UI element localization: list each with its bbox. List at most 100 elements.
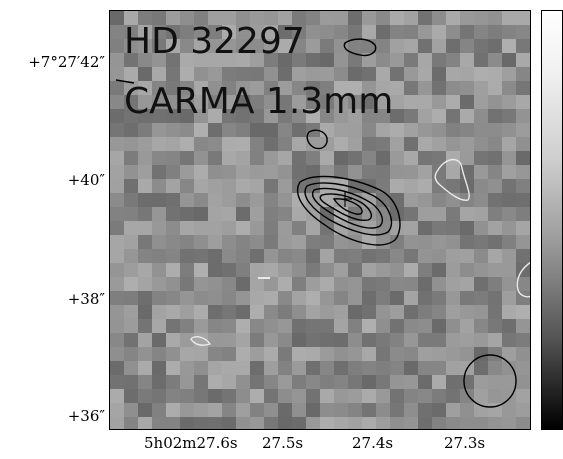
map-pixel	[432, 67, 446, 81]
map-pixel	[264, 221, 278, 235]
map-pixel	[180, 165, 194, 179]
map-pixel	[474, 277, 488, 291]
object-name-label: HD 32297	[124, 21, 305, 62]
map-pixel	[488, 193, 502, 207]
map-pixel	[446, 137, 460, 151]
map-pixel	[376, 67, 390, 81]
map-pixel	[194, 291, 208, 305]
map-pixel	[180, 123, 194, 137]
map-pixel	[334, 95, 348, 109]
map-pixel	[180, 389, 194, 403]
map-pixel	[376, 291, 390, 305]
map-pixel	[516, 305, 530, 319]
map-pixel	[124, 207, 138, 221]
map-pixel	[264, 277, 278, 291]
map-pixel	[334, 165, 348, 179]
map-pixel	[278, 95, 292, 109]
map-pixel	[208, 403, 222, 417]
map-pixel	[208, 291, 222, 305]
map-pixel	[236, 137, 250, 151]
map-pixel	[376, 277, 390, 291]
map-pixel	[460, 221, 474, 235]
map-pixel	[264, 263, 278, 277]
map-pixel	[250, 347, 264, 361]
map-pixel	[362, 333, 376, 347]
map-pixel	[348, 11, 362, 25]
map-pixel	[124, 305, 138, 319]
map-pixel	[376, 375, 390, 389]
map-pixel	[376, 319, 390, 333]
map-pixel	[488, 81, 502, 95]
map-pixel	[306, 291, 320, 305]
map-pixel	[502, 417, 516, 429]
map-pixel	[152, 109, 166, 123]
map-pixel	[446, 389, 460, 403]
map-pixel	[292, 53, 306, 67]
map-pixel	[180, 81, 194, 95]
y-tick-label-2: +40″	[67, 171, 105, 189]
map-pixel	[250, 389, 264, 403]
map-pixel	[194, 319, 208, 333]
map-pixel	[320, 375, 334, 389]
map-pixel	[292, 263, 306, 277]
map-pixel	[292, 347, 306, 361]
map-pixel	[138, 305, 152, 319]
map-pixel	[194, 67, 208, 81]
map-pixel	[390, 151, 404, 165]
map-pixel	[166, 207, 180, 221]
map-pixel	[516, 109, 530, 123]
map-pixel	[502, 11, 516, 25]
map-pixel	[460, 417, 474, 429]
map-pixel	[348, 151, 362, 165]
map-pixel	[348, 39, 362, 53]
map-pixel	[418, 137, 432, 151]
map-pixel	[152, 39, 166, 53]
map-pixel	[152, 249, 166, 263]
map-pixel	[460, 277, 474, 291]
map-pixel	[390, 207, 404, 221]
map-pixel	[138, 53, 152, 67]
map-pixel	[208, 277, 222, 291]
map-pixel	[110, 389, 124, 403]
map-pixel	[362, 389, 376, 403]
map-pixel	[222, 221, 236, 235]
map-pixel	[362, 375, 376, 389]
map-pixel	[334, 67, 348, 81]
y-tick-label-4: +36″	[67, 407, 105, 425]
map-pixel	[180, 193, 194, 207]
map-pixel	[110, 347, 124, 361]
map-pixel	[348, 67, 362, 81]
map-pixel	[516, 347, 530, 361]
map-pixel	[264, 207, 278, 221]
map-pixel	[460, 389, 474, 403]
map-pixel	[460, 137, 474, 151]
map-pixel	[446, 249, 460, 263]
map-pixel	[124, 361, 138, 375]
map-pixel	[236, 403, 250, 417]
map-pixel	[404, 151, 418, 165]
map-pixel	[334, 319, 348, 333]
map-pixel	[390, 25, 404, 39]
map-pixel	[222, 305, 236, 319]
map-pixel	[278, 39, 292, 53]
map-pixel	[166, 109, 180, 123]
map-pixel	[292, 67, 306, 81]
map-pixel	[418, 11, 432, 25]
map-pixel	[488, 263, 502, 277]
map-pixel	[404, 403, 418, 417]
map-pixel	[474, 109, 488, 123]
map-pixel	[278, 53, 292, 67]
map-pixel	[152, 417, 166, 429]
map-pixel	[180, 151, 194, 165]
map-pixel	[222, 417, 236, 429]
map-pixel	[460, 263, 474, 277]
map-pixel	[152, 221, 166, 235]
map-pixel	[166, 39, 180, 53]
map-pixel	[180, 333, 194, 347]
map-pixel	[432, 193, 446, 207]
map-pixel	[124, 151, 138, 165]
map-pixel	[502, 389, 516, 403]
map-pixel	[180, 375, 194, 389]
map-pixel	[376, 263, 390, 277]
map-pixel	[376, 403, 390, 417]
